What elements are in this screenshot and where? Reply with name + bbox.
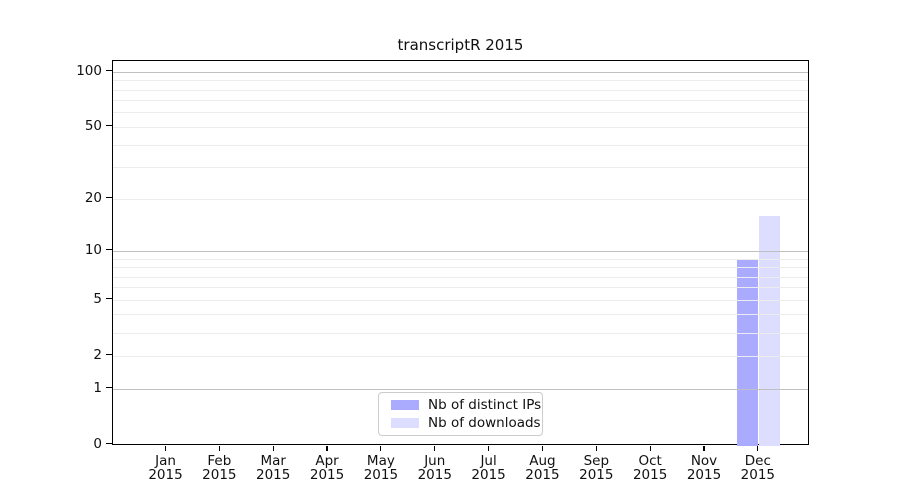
x-tick-label-year: 2015 (363, 467, 399, 483)
x-tick-label-year: 2015 (686, 467, 722, 483)
x-tick-label-year: 2015 (256, 467, 291, 483)
y-tick-label: 1 (93, 379, 102, 396)
gridline-minor (113, 258, 808, 260)
y-tick-label: 20 (84, 189, 102, 206)
x-tick-label-year: 2015 (471, 467, 506, 483)
gridline-minor (113, 276, 808, 278)
x-tick-label-month: Jul (480, 453, 497, 469)
legend-item-distinct-ips: Nb of distinct IPs (387, 397, 541, 413)
x-tick-label: Feb 2015 (189, 454, 249, 482)
x-tick (757, 446, 759, 451)
x-tick-label-year: 2015 (632, 467, 668, 483)
x-tick (272, 446, 274, 451)
gridline-major (113, 71, 808, 73)
x-tick-label: Jun 2015 (405, 454, 465, 482)
plot-area (112, 60, 809, 446)
gridline-major (113, 388, 808, 390)
gridline-minor (113, 144, 808, 146)
gridline-minor (113, 332, 808, 334)
x-tick (218, 446, 220, 451)
x-tick-label: Apr 2015 (297, 454, 357, 482)
x-tick-label: May 2015 (351, 454, 411, 482)
x-tick-label-month: Mar (260, 453, 286, 469)
legend-swatch-downloads (391, 418, 419, 428)
legend-swatch-distinct-ips (391, 400, 419, 410)
y-tick-label: 5 (93, 290, 102, 307)
bars-layer (113, 61, 808, 446)
x-tick-label-year: 2015 (417, 467, 452, 483)
gridline-minor (113, 314, 808, 316)
y-tick (106, 442, 112, 445)
gridline-minor (113, 287, 808, 289)
y-tick (106, 298, 112, 300)
y-tick (106, 196, 112, 199)
x-tick-label: Mar 2015 (243, 454, 303, 482)
x-tick-label-year: 2015 (202, 467, 237, 483)
x-tick-label: Oct 2015 (620, 454, 680, 482)
chart-title: transcriptR 2015 (397, 36, 524, 54)
x-tick-label-month: May (366, 453, 395, 469)
x-tick (326, 446, 328, 451)
x-tick-label-month: Oct (638, 453, 662, 469)
x-tick-label-month: Nov (690, 453, 718, 469)
x-tick-label: Nov 2015 (674, 454, 734, 482)
x-tick (703, 446, 705, 451)
x-tick-label-month: Aug (529, 453, 556, 469)
x-tick-label-month: Jun (424, 453, 446, 469)
gridline-minor (113, 355, 808, 357)
gridline-minor (113, 198, 808, 200)
y-tick-label: 50 (84, 117, 102, 134)
x-tick-label-year: 2015 (740, 467, 776, 483)
x-tick-label-month: Dec (744, 453, 771, 469)
gridline-minor (113, 112, 808, 114)
x-tick-label: Aug 2015 (512, 454, 572, 482)
x-tick-label-month: Apr (315, 453, 339, 469)
bar-downloads (759, 215, 781, 446)
gridline-minor (113, 100, 808, 102)
gridline-major (113, 250, 808, 252)
x-tick (380, 446, 382, 451)
x-tick-label-month: Sep (583, 453, 610, 469)
y-tick (106, 354, 112, 356)
grid-layer (113, 61, 808, 444)
x-tick-label: Dec 2015 (728, 454, 788, 482)
gridline-minor (113, 89, 808, 91)
gridline-minor (113, 167, 808, 169)
x-tick (649, 446, 651, 451)
y-tick-label: 100 (76, 62, 102, 79)
bar-distinct-ips (737, 258, 759, 446)
x-tick-label: Jan 2015 (136, 454, 196, 482)
x-tick (541, 446, 544, 451)
y-tick (106, 386, 112, 389)
gridline-minor (113, 299, 808, 301)
y-tick-label: 0 (93, 435, 102, 452)
gridline-minor (113, 267, 808, 268)
y-tick-label: 2 (93, 346, 102, 363)
y-tick (106, 70, 112, 72)
gridline-minor (113, 126, 808, 128)
x-tick (164, 446, 167, 451)
y-tick-label: 10 (84, 241, 102, 258)
gridline-minor (113, 80, 808, 82)
y-tick (106, 125, 112, 127)
x-tick-label-month: Jan (155, 453, 176, 469)
x-tick-label-year: 2015 (525, 467, 560, 483)
x-tick-label-year: 2015 (309, 467, 345, 483)
x-tick-label: Sep 2015 (566, 454, 626, 482)
legend-label-distinct-ips: Nb of distinct IPs (428, 396, 542, 413)
x-tick (595, 446, 597, 451)
x-tick-label-year: 2015 (579, 467, 614, 483)
y-tick (106, 249, 112, 251)
legend-item-downloads: Nb of downloads (387, 415, 541, 431)
x-tick-label: Jul 2015 (459, 454, 519, 482)
legend: Nb of distinct IPs Nb of downloads (378, 392, 543, 436)
x-tick (488, 446, 490, 451)
legend-label-downloads: Nb of downloads (428, 414, 541, 431)
x-tick-label-year: 2015 (148, 467, 183, 483)
x-tick (434, 446, 436, 451)
x-tick-label-month: Feb (207, 453, 232, 469)
